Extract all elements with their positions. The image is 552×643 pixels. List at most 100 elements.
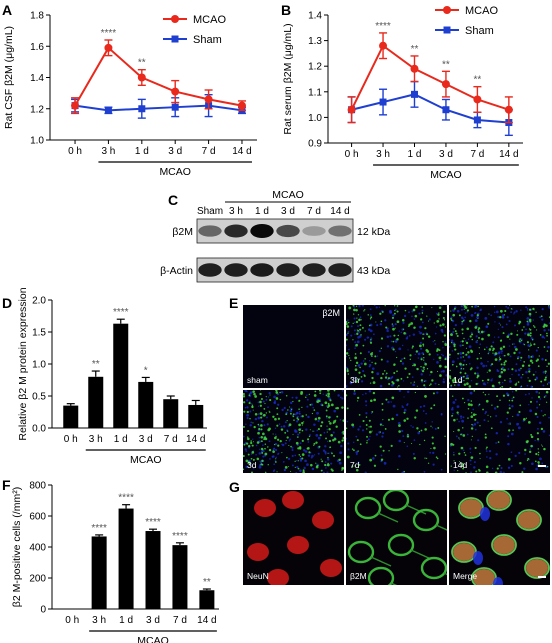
signal-dot bbox=[320, 458, 322, 460]
signal-dot bbox=[402, 328, 405, 330]
nucleus-dot bbox=[487, 382, 489, 384]
nucleus-dot bbox=[306, 463, 309, 466]
nucleus-dot bbox=[402, 321, 405, 324]
signal-dot bbox=[491, 404, 493, 406]
nucleus-dot bbox=[479, 332, 481, 335]
nucleus-dot bbox=[531, 462, 534, 466]
nucleus-dot bbox=[518, 351, 521, 354]
signal-dot bbox=[331, 452, 333, 455]
signal-dot bbox=[520, 367, 522, 370]
significance-label: ** bbox=[138, 58, 146, 69]
signal-dot bbox=[527, 364, 531, 367]
nucleus-dot bbox=[274, 433, 277, 435]
signal-dot bbox=[355, 309, 358, 312]
merge-nucleus bbox=[493, 577, 503, 585]
signal-dot bbox=[545, 401, 548, 403]
signal-dot bbox=[382, 372, 384, 375]
signal-dot bbox=[369, 425, 372, 428]
nucleus-dot bbox=[244, 448, 247, 451]
signal-dot bbox=[478, 353, 481, 355]
signal-dot bbox=[426, 457, 428, 459]
nucleus-dot bbox=[535, 349, 538, 352]
nucleus-dot bbox=[514, 324, 516, 327]
x-tick-label: 1 d bbox=[135, 146, 149, 157]
signal-dot bbox=[486, 371, 488, 373]
signal-dot bbox=[544, 372, 546, 374]
merge-cell bbox=[526, 559, 548, 577]
signal-dot bbox=[463, 337, 465, 340]
neun-cell bbox=[320, 559, 342, 577]
y-tick-label: 2.0 bbox=[32, 296, 46, 307]
nucleus-dot bbox=[421, 309, 424, 312]
data-point-sham bbox=[442, 106, 450, 114]
b2m-process bbox=[377, 512, 399, 523]
signal-dot bbox=[543, 396, 546, 398]
nucleus-dot bbox=[289, 409, 293, 413]
signal-dot bbox=[316, 465, 319, 468]
signal-dot bbox=[426, 367, 429, 370]
signal-dot bbox=[260, 440, 263, 443]
signal-dot bbox=[467, 351, 470, 354]
signal-dot bbox=[321, 460, 324, 463]
nucleus-dot bbox=[385, 374, 387, 376]
nucleus-dot bbox=[299, 442, 302, 445]
signal-dot bbox=[329, 422, 332, 425]
signal-dot bbox=[396, 310, 399, 313]
nucleus-dot bbox=[460, 322, 464, 325]
y-axis-label: Rat serum β2M (μg/mL) bbox=[282, 23, 294, 134]
nucleus-dot bbox=[539, 457, 542, 461]
y-tick-label: 1.8 bbox=[30, 11, 44, 22]
signal-dot bbox=[522, 373, 524, 376]
nucleus-dot bbox=[315, 434, 319, 437]
nucleus-dot bbox=[433, 358, 435, 360]
merge-cell bbox=[488, 491, 510, 509]
signal-dot bbox=[470, 412, 473, 414]
nucleus-dot bbox=[250, 421, 253, 424]
signal-dot bbox=[525, 440, 529, 444]
nucleus-dot bbox=[520, 376, 523, 379]
signal-dot bbox=[512, 396, 515, 399]
nucleus-dot bbox=[310, 403, 314, 406]
signal-dot bbox=[416, 427, 419, 430]
nucleus-dot bbox=[358, 331, 361, 334]
signal-dot bbox=[528, 308, 532, 311]
nucleus-dot bbox=[317, 419, 320, 422]
significance-label: ** bbox=[473, 75, 481, 86]
nucleus-dot bbox=[258, 465, 262, 469]
x-tick-label: 0 h bbox=[68, 146, 82, 157]
signal-dot bbox=[506, 335, 510, 339]
signal-dot bbox=[353, 465, 355, 467]
nucleus-dot bbox=[357, 378, 360, 381]
signal-dot bbox=[287, 409, 289, 411]
signal-dot bbox=[411, 442, 413, 445]
signal-dot bbox=[342, 439, 344, 441]
nucleus-dot bbox=[460, 417, 462, 420]
merge-cell bbox=[518, 511, 540, 529]
nucleus-dot bbox=[296, 420, 299, 423]
nucleus-dot bbox=[434, 343, 437, 345]
signal-dot bbox=[379, 423, 382, 426]
nucleus-dot bbox=[346, 333, 348, 336]
nucleus-dot bbox=[413, 318, 416, 320]
signal-dot bbox=[476, 340, 478, 342]
signal-dot bbox=[246, 436, 249, 438]
signal-dot bbox=[530, 444, 533, 448]
signal-dot bbox=[410, 322, 414, 325]
neun-cell bbox=[282, 491, 304, 509]
nucleus-dot bbox=[253, 468, 255, 470]
nucleus-dot bbox=[289, 401, 293, 405]
signal-dot bbox=[526, 459, 529, 462]
nucleus-dot bbox=[546, 375, 548, 377]
signal-dot bbox=[472, 413, 476, 417]
nucleus-dot bbox=[482, 382, 486, 386]
signal-dot bbox=[342, 430, 344, 434]
nucleus-dot bbox=[266, 423, 269, 426]
signal-dot bbox=[453, 460, 455, 462]
lane-label: Sham bbox=[197, 206, 223, 217]
signal-dot bbox=[461, 328, 464, 331]
nucleus-dot bbox=[469, 391, 473, 395]
signal-dot bbox=[516, 333, 519, 336]
nucleus-dot bbox=[491, 378, 493, 380]
nucleus-dot bbox=[328, 452, 330, 454]
signal-dot bbox=[368, 324, 371, 327]
